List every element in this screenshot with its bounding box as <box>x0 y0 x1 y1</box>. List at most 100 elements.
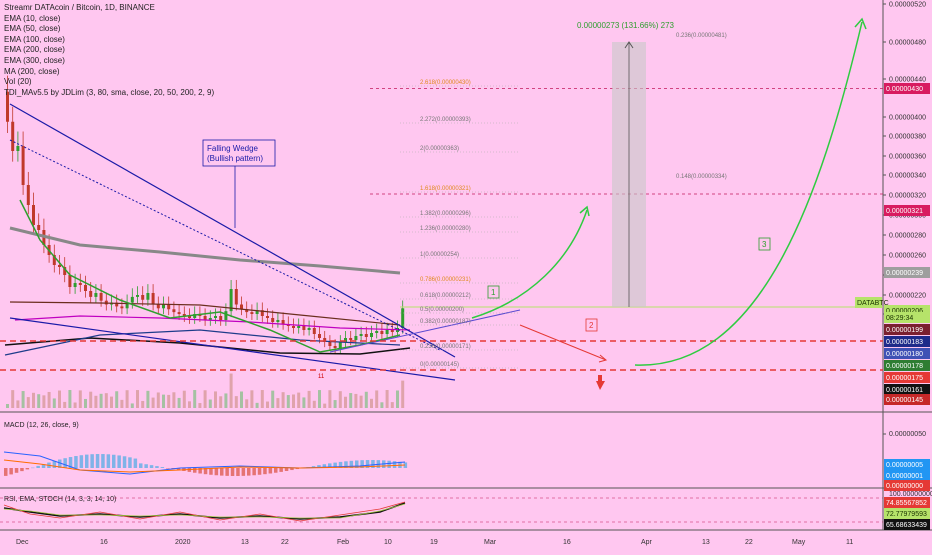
scenario-3-badge-box <box>758 237 771 251</box>
ema100-line <box>9 301 401 326</box>
fib-label: 2(0.00000363) <box>420 146 459 152</box>
macd-bar <box>365 460 370 468</box>
time-axis-label: May <box>792 539 806 546</box>
volume-bar <box>78 390 82 408</box>
volume-bar <box>364 391 368 408</box>
stoch-label: 72.77979593 <box>886 511 927 518</box>
volume-bar <box>21 391 25 408</box>
candle-body <box>323 338 327 342</box>
candle-body <box>26 185 30 205</box>
macd-bar <box>128 457 132 468</box>
volume-bar <box>151 397 155 408</box>
macd-bar <box>284 468 289 471</box>
macd-bar <box>355 460 359 468</box>
volume-bar <box>286 395 290 408</box>
fib-label: 1.618(0.00000321) <box>420 186 471 192</box>
indicator-tdi[interactable]: TDI_MAv5.5 by JDLim (3, 80, sma, close, … <box>4 87 215 97</box>
macd-bar <box>166 468 170 469</box>
drop-arrow-head <box>596 381 605 390</box>
time-axis-label: Apr <box>641 539 653 546</box>
macd-bar <box>247 468 251 476</box>
price-label: 0.00000206 <box>886 308 923 315</box>
time-axis-label: 16 <box>100 539 108 546</box>
indicator-ema300[interactable]: EMA (300, close) <box>4 55 65 65</box>
scenario-2-arrowhead <box>598 354 608 363</box>
scenario-3-arrow <box>634 21 863 366</box>
macd-bar <box>160 467 165 468</box>
price-label: 0.00000161 <box>886 387 923 394</box>
indicator-ma200[interactable]: MA (200, close) <box>4 66 60 76</box>
candle-body <box>229 289 233 312</box>
volume-bar <box>11 390 15 408</box>
price-tick-label: 0.00000380 <box>889 134 926 141</box>
macd-bar <box>90 454 94 468</box>
candle-body <box>32 205 35 225</box>
symbol-title[interactable]: Streamr DATAcoin / Bitcoin, 1D, BINANCE <box>4 3 155 12</box>
macd-bar <box>112 454 116 468</box>
indicator-volume[interactable]: Vol (20) <box>4 77 32 87</box>
time-axis-label: Mar <box>484 539 497 546</box>
indicator-ema100[interactable]: EMA (100, close) <box>4 34 65 44</box>
stoch-label: 74.85567852 <box>886 500 927 507</box>
candle-body <box>68 275 72 287</box>
candle-body <box>344 338 347 342</box>
candle-body <box>260 310 264 316</box>
volume-bar <box>255 402 259 408</box>
candle-body <box>120 306 124 309</box>
scenario-2-arrow <box>519 324 607 361</box>
wedge-label-line1: Falling Wedge <box>207 144 259 153</box>
time-axis-label: 19 <box>430 539 438 546</box>
candle-body <box>390 330 394 332</box>
candle-body <box>156 304 160 309</box>
candle-body <box>354 336 358 340</box>
volume-bar <box>276 398 280 408</box>
wedge-label-line2: (Bullish pattern) <box>207 154 263 163</box>
macd-bar <box>176 468 181 471</box>
candle-body <box>21 146 25 185</box>
volume-bar <box>63 401 67 408</box>
macd-label: 0.00000005 <box>886 462 923 469</box>
macd-bar <box>122 456 127 468</box>
candle-body <box>58 265 61 267</box>
macd-bar <box>203 468 208 475</box>
volume-bar <box>234 396 238 408</box>
volume-bar <box>58 390 61 408</box>
candle-body <box>271 318 275 322</box>
macd-bar <box>349 460 354 468</box>
macd-bar <box>155 466 159 468</box>
volume-bar <box>292 394 295 408</box>
volume-bar <box>130 403 134 408</box>
macd-bar <box>14 468 19 473</box>
price-label-bg <box>884 394 930 405</box>
stoch-label-bg <box>884 508 930 519</box>
indicator-ema200[interactable]: EMA (200, close) <box>4 45 65 55</box>
volume-bar <box>281 392 285 408</box>
candle-body <box>193 314 197 318</box>
candle-body <box>292 326 295 328</box>
macd-bar <box>230 468 235 476</box>
macd-label-bg <box>884 470 930 481</box>
price-label-bg <box>884 83 930 94</box>
macd-bar <box>106 454 111 468</box>
wedge-label-box <box>202 139 276 167</box>
price-label: 0.00000430 <box>886 86 923 93</box>
candle-body <box>11 121 15 151</box>
indicator-ema10[interactable]: EMA (10, close) <box>4 13 61 23</box>
stoch-k-line <box>3 501 406 522</box>
indicator-legend: Streamr DATAcoin / Bitcoin, 1D, BINANCE … <box>4 3 214 98</box>
macd-signal-line <box>3 459 406 473</box>
price-label: 0.00000145 <box>886 397 923 404</box>
price-label: 0.00000199 <box>886 327 923 334</box>
indicator-ema50[interactable]: EMA (50, close) <box>4 24 61 34</box>
candle-body <box>89 291 93 297</box>
candle-body <box>385 330 389 334</box>
volume-bar <box>354 393 358 408</box>
wedge-label-group: Falling Wedge(Bullish pattern) <box>202 139 276 228</box>
volume-bar <box>370 398 373 408</box>
candle-body <box>136 295 139 297</box>
macd-line <box>3 451 406 475</box>
volume-bar <box>229 373 233 408</box>
macd-bar <box>257 468 262 475</box>
candle-body <box>370 333 373 337</box>
